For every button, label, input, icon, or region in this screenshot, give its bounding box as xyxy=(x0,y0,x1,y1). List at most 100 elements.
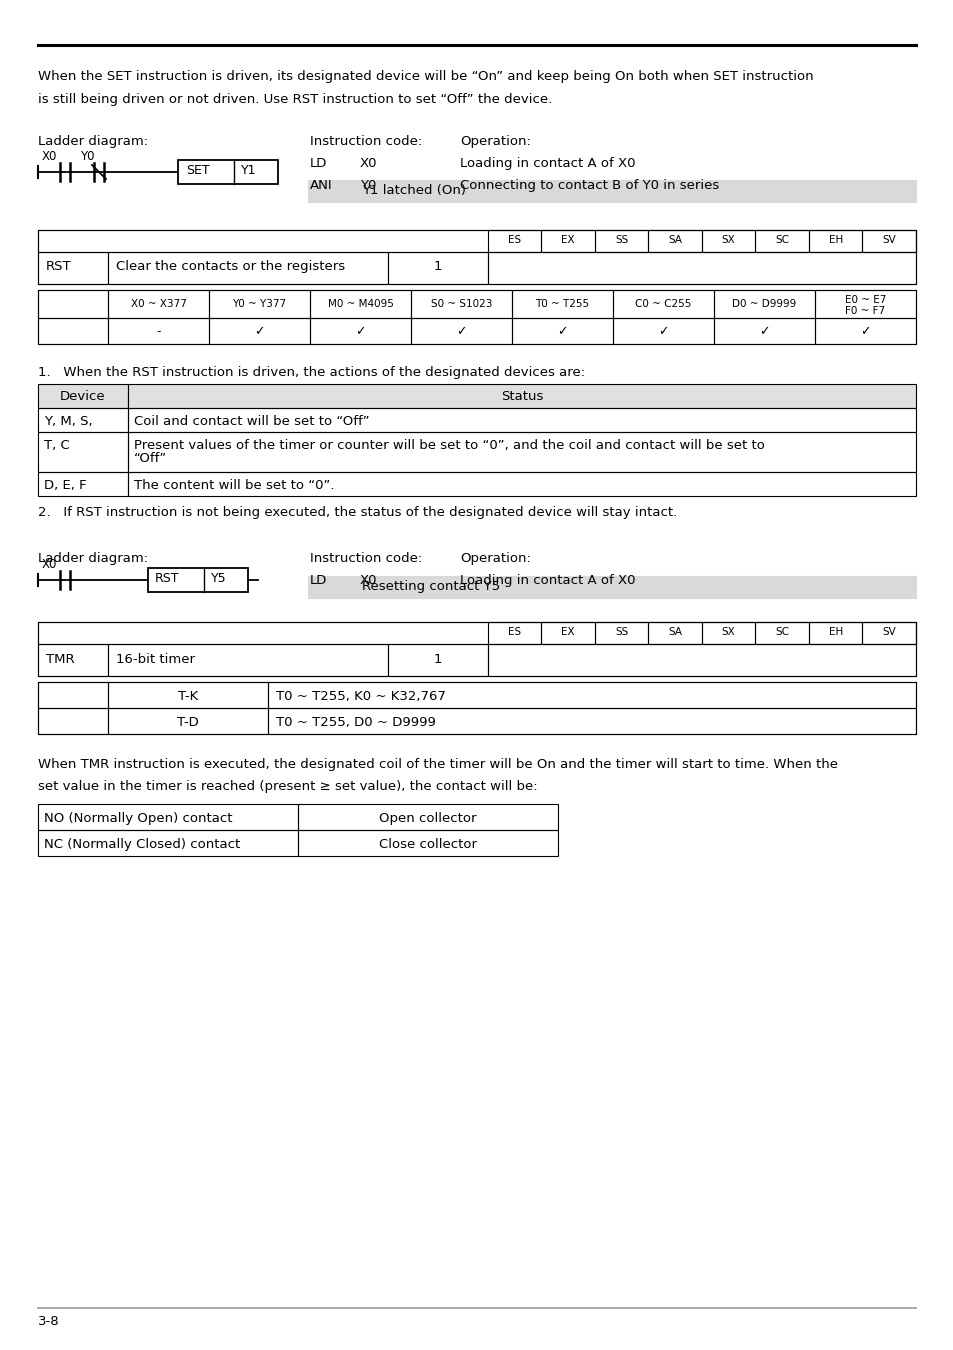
Text: SET: SET xyxy=(186,163,210,177)
Text: Close collector: Close collector xyxy=(378,838,476,850)
Text: “Off”: “Off” xyxy=(133,452,167,464)
Text: When TMR instruction is executed, the designated coil of the timer will be On an: When TMR instruction is executed, the de… xyxy=(38,757,837,771)
Bar xyxy=(388,644,488,676)
Bar xyxy=(595,622,648,644)
Bar xyxy=(713,319,814,344)
Bar xyxy=(613,319,713,344)
Text: ✓: ✓ xyxy=(456,325,466,338)
Bar xyxy=(488,644,915,676)
Text: Status: Status xyxy=(500,390,542,404)
Text: Ladder diagram:: Ladder diagram: xyxy=(38,552,148,566)
Bar xyxy=(108,682,268,707)
Bar xyxy=(308,180,915,202)
Bar xyxy=(541,622,595,644)
Text: LD: LD xyxy=(310,157,327,170)
Bar xyxy=(128,408,915,432)
Text: 1.   When the RST instruction is driven, the actions of the designated devices a: 1. When the RST instruction is driven, t… xyxy=(38,366,584,379)
Bar xyxy=(108,290,209,319)
Bar xyxy=(701,622,755,644)
Text: X0 ~ X377: X0 ~ X377 xyxy=(131,298,186,309)
Bar xyxy=(38,682,915,734)
Text: LD: LD xyxy=(310,574,327,587)
Bar xyxy=(862,230,915,252)
Text: EH: EH xyxy=(828,626,842,637)
Text: EX: EX xyxy=(561,626,575,637)
Bar xyxy=(488,252,915,284)
Bar xyxy=(38,682,108,707)
Bar xyxy=(648,230,701,252)
Text: 1: 1 xyxy=(434,653,442,666)
Bar xyxy=(178,161,277,184)
Text: T-K: T-K xyxy=(177,690,198,703)
Text: ✓: ✓ xyxy=(860,325,870,338)
Bar xyxy=(814,319,915,344)
Bar xyxy=(38,383,128,408)
Bar xyxy=(38,408,128,432)
Bar xyxy=(108,644,388,676)
Text: set value in the timer is reached (present ≥ set value), the contact will be:: set value in the timer is reached (prese… xyxy=(38,780,537,792)
Text: Y0: Y0 xyxy=(80,150,94,163)
Bar xyxy=(38,319,108,344)
Bar xyxy=(148,568,248,593)
Bar xyxy=(488,622,541,644)
Bar xyxy=(108,707,268,734)
Text: Device: Device xyxy=(60,390,106,404)
Bar xyxy=(862,622,915,644)
Text: Ladder diagram:: Ladder diagram: xyxy=(38,135,148,148)
Text: ✓: ✓ xyxy=(759,325,769,338)
Text: The content will be set to “0”.: The content will be set to “0”. xyxy=(133,479,335,491)
Bar xyxy=(38,805,297,830)
Bar xyxy=(38,644,108,676)
Bar xyxy=(808,230,862,252)
Text: T, C: T, C xyxy=(44,439,70,452)
Text: RST: RST xyxy=(154,572,179,585)
Bar xyxy=(38,252,108,284)
Text: X0: X0 xyxy=(359,157,377,170)
Text: Y0: Y0 xyxy=(359,180,376,192)
Bar xyxy=(512,319,613,344)
Text: SS: SS xyxy=(615,626,628,637)
Text: When the SET instruction is driven, its designated device will be “On” and keep : When the SET instruction is driven, its … xyxy=(38,70,813,82)
Text: D, E, F: D, E, F xyxy=(44,479,87,491)
Text: SX: SX xyxy=(721,235,735,244)
Text: EX: EX xyxy=(561,235,575,244)
Bar xyxy=(613,290,713,319)
Text: Operation:: Operation: xyxy=(459,552,530,566)
Bar xyxy=(388,252,488,284)
Text: F0 ~ F7: F0 ~ F7 xyxy=(844,306,884,316)
Text: ES: ES xyxy=(508,235,520,244)
Text: X0: X0 xyxy=(359,574,377,587)
Text: ES: ES xyxy=(508,626,520,637)
Text: ✓: ✓ xyxy=(254,325,265,338)
Text: T0 ~ T255: T0 ~ T255 xyxy=(535,298,589,309)
Text: NO (Normally Open) contact: NO (Normally Open) contact xyxy=(44,811,233,825)
Bar xyxy=(38,290,915,344)
Text: 1: 1 xyxy=(434,261,442,273)
Text: Coil and contact will be set to “Off”: Coil and contact will be set to “Off” xyxy=(133,414,369,428)
Bar xyxy=(38,707,108,734)
Text: 16-bit timer: 16-bit timer xyxy=(116,653,194,666)
Bar xyxy=(128,383,915,408)
Text: Operation:: Operation: xyxy=(459,135,530,148)
Bar xyxy=(595,230,648,252)
Bar xyxy=(108,252,388,284)
Bar xyxy=(209,319,310,344)
Bar xyxy=(411,319,512,344)
Text: EH: EH xyxy=(828,235,842,244)
Text: M0 ~ M4095: M0 ~ M4095 xyxy=(327,298,393,309)
Bar xyxy=(755,622,808,644)
Bar xyxy=(38,230,915,252)
Text: X0: X0 xyxy=(42,150,57,163)
Bar xyxy=(297,830,558,856)
Bar xyxy=(713,290,814,319)
Text: C0 ~ C255: C0 ~ C255 xyxy=(635,298,691,309)
Bar xyxy=(310,290,411,319)
Text: Y1: Y1 xyxy=(241,163,256,177)
Text: E0 ~ E7: E0 ~ E7 xyxy=(844,296,885,305)
Text: SA: SA xyxy=(667,626,681,637)
Bar xyxy=(488,230,541,252)
Text: Connecting to contact B of Y0 in series: Connecting to contact B of Y0 in series xyxy=(459,180,719,192)
Text: SC: SC xyxy=(775,235,788,244)
Bar xyxy=(268,682,915,707)
Text: SA: SA xyxy=(667,235,681,244)
